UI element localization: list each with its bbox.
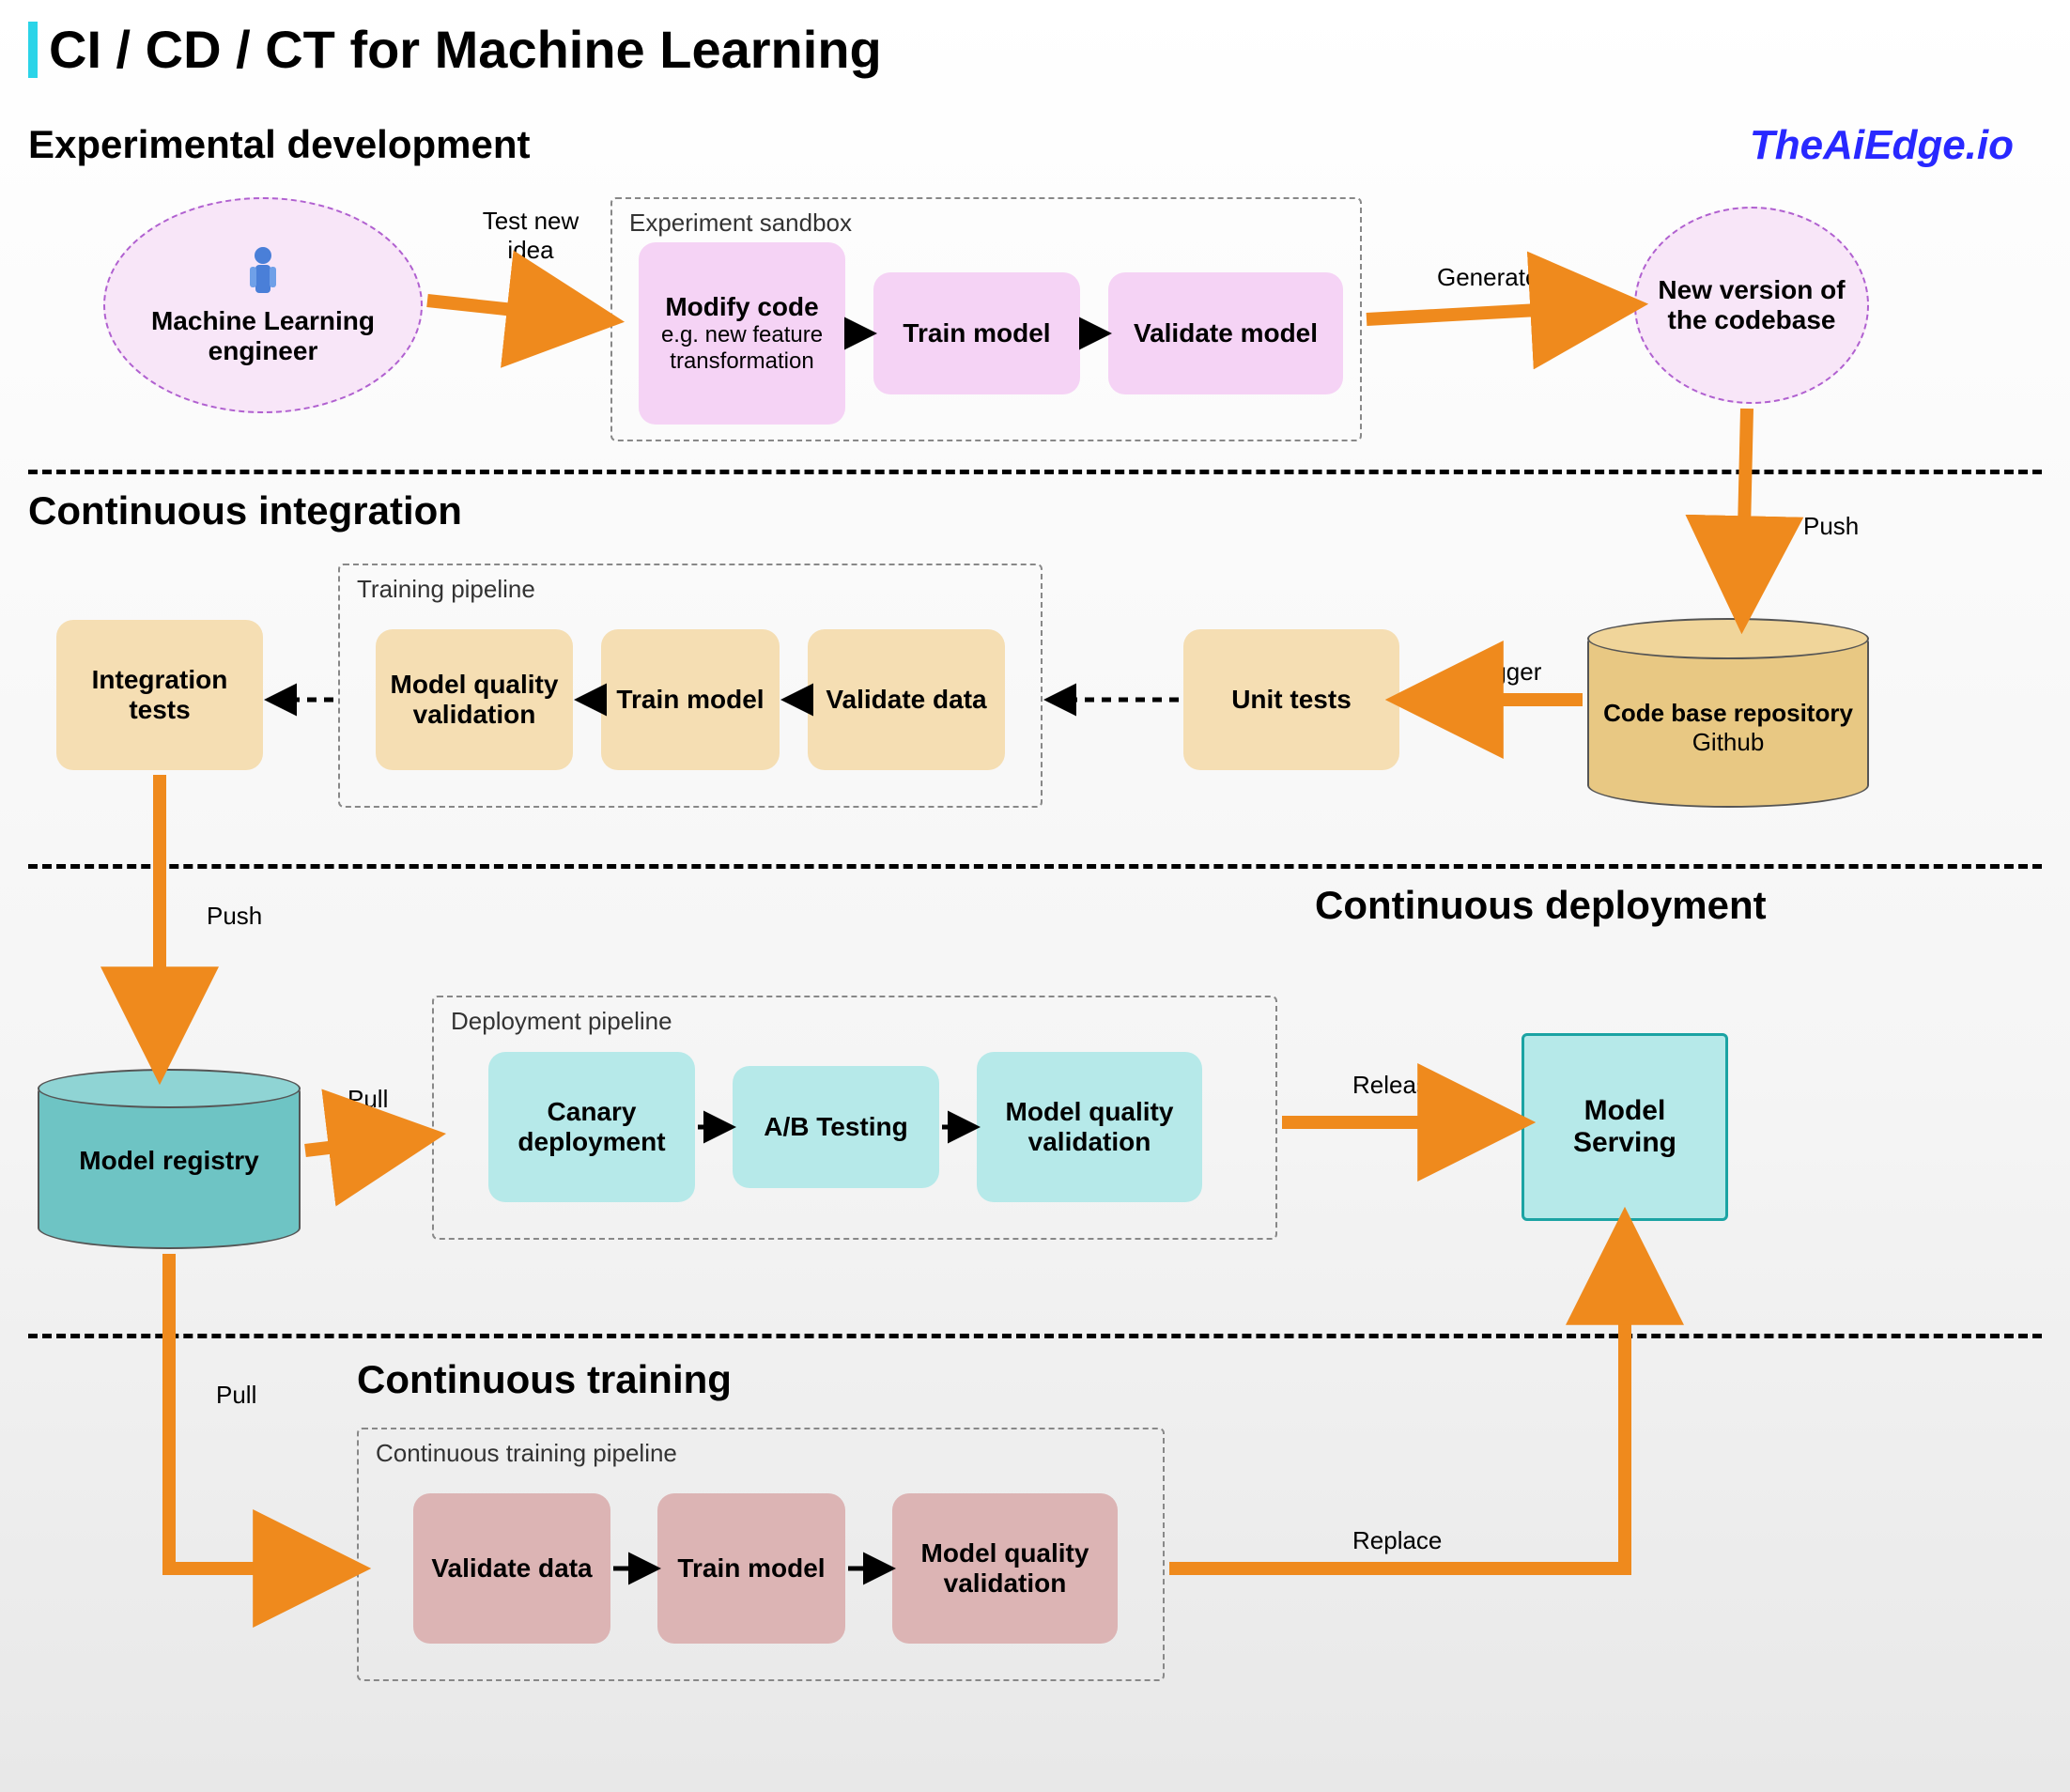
modify-code-title: Modify code <box>665 292 818 322</box>
modify-code-sub: e.g. new feature transformation <box>648 322 836 375</box>
divider-3 <box>28 1334 2042 1338</box>
train-model-ci-box: Train model <box>601 629 780 770</box>
edge-push-cd-label: Push <box>207 902 262 931</box>
section-ci-label: Continuous integration <box>28 488 462 533</box>
person-icon <box>244 244 282 301</box>
edge-push-ci-label: Push <box>1803 512 1859 541</box>
model-serving-box: Model Serving <box>1522 1033 1728 1221</box>
page-title: CI / CD / CT for Machine Learning <box>49 19 882 80</box>
model-registry-cylinder: Model registry <box>38 1071 301 1249</box>
ct-pipeline-container-label: Continuous training pipeline <box>372 1433 681 1474</box>
unit-tests-box: Unit tests <box>1183 629 1399 770</box>
validate-model-box: Validate model <box>1108 272 1343 394</box>
ml-engineer-label: Machine Learning engineer <box>115 306 411 366</box>
title-accent <box>28 22 38 78</box>
diagram-canvas: CI / CD / CT for Machine Learning TheAiE… <box>0 0 2070 1792</box>
section-ct-label: Continuous training <box>357 1357 732 1402</box>
edge-pull-ct-label: Pull <box>216 1381 256 1410</box>
train-model-ct-box: Train model <box>657 1493 845 1644</box>
section-cd-label: Continuous deployment <box>1315 883 1767 928</box>
brand-label: TheAiEdge.io <box>1750 122 2014 169</box>
integration-tests-box: Integration tests <box>56 620 263 770</box>
new-version-node: New version of the codebase <box>1634 207 1869 404</box>
mqv-ct-box: Model quality validation <box>892 1493 1118 1644</box>
train-model-exp-box: Train model <box>873 272 1080 394</box>
edge-pull-cd-label: Pull <box>348 1085 388 1114</box>
divider-1 <box>28 470 2042 474</box>
canary-box: Canary deployment <box>488 1052 695 1202</box>
edge-generate-label: Generate <box>1437 263 1538 292</box>
mqv-cd-box: Model quality validation <box>977 1052 1202 1202</box>
validate-data-ci-box: Validate data <box>808 629 1005 770</box>
ml-engineer-node: Machine Learning engineer <box>103 197 423 413</box>
section-experimental-label: Experimental development <box>28 122 531 167</box>
code-repo-title: Code base repository <box>1587 699 1869 728</box>
edge-replace-label: Replace <box>1352 1526 1442 1555</box>
mqv-ci-box: Model quality validation <box>376 629 573 770</box>
edge-release-label: Release <box>1352 1071 1442 1100</box>
title-bar: CI / CD / CT for Machine Learning <box>28 19 882 80</box>
edge-test-idea-label: Test new idea <box>460 207 601 265</box>
training-pipeline-container-label: Training pipeline <box>353 569 539 610</box>
experiment-sandbox-container-label: Experiment sandbox <box>626 203 856 243</box>
modify-code-box: Modify code e.g. new feature transformat… <box>639 242 845 425</box>
deployment-pipeline-container-label: Deployment pipeline <box>447 1001 676 1042</box>
code-repo-sub: Github <box>1587 728 1869 757</box>
ab-testing-box: A/B Testing <box>733 1066 939 1188</box>
divider-2 <box>28 864 2042 869</box>
code-repo-cylinder: Code base repository Github <box>1587 620 1869 808</box>
edge-trigger-label: Trigger <box>1465 657 1541 687</box>
model-registry-label: Model registry <box>38 1146 301 1176</box>
validate-data-ct-box: Validate data <box>413 1493 610 1644</box>
